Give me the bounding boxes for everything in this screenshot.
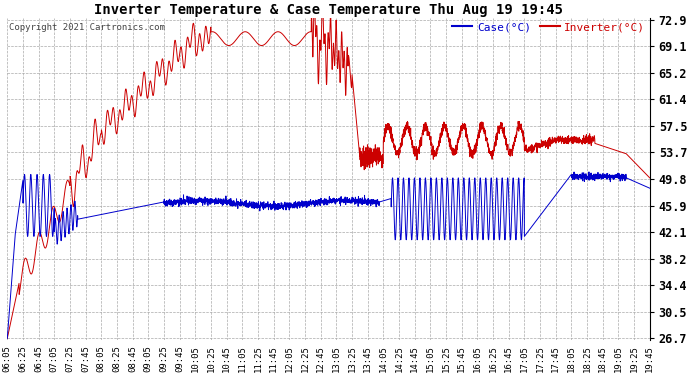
Text: Copyright 2021 Cartronics.com: Copyright 2021 Cartronics.com <box>8 23 164 32</box>
Title: Inverter Temperature & Case Temperature Thu Aug 19 19:45: Inverter Temperature & Case Temperature … <box>94 3 563 17</box>
Legend: Case(°C), Inverter(°C): Case(°C), Inverter(°C) <box>448 18 650 37</box>
